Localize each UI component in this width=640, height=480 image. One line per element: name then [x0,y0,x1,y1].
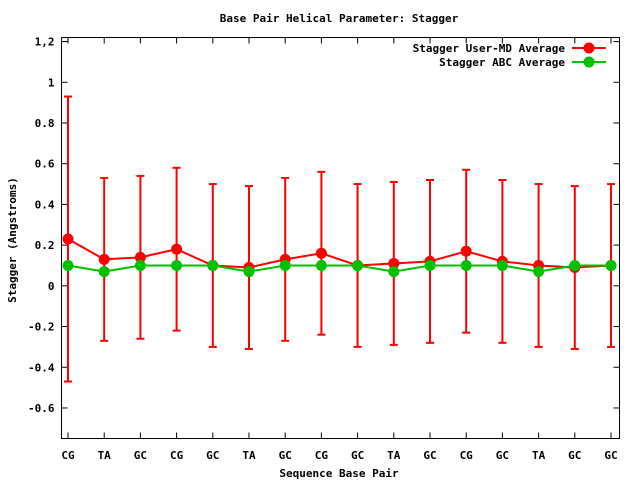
series-layer [62,95,617,383]
y-tick-label: 1,2 [35,36,55,49]
x-tick-label: GC [496,449,509,462]
x-axis-label: Sequence Base Pair [279,467,399,480]
x-tick-label: GC [423,449,436,462]
data-point [207,259,219,271]
x-tick-label: GC [279,449,292,462]
x-tick-label: GC [134,449,147,462]
y-axis-ticks: -0.6 -0.4 -0.2 0 0.2 0.4 0.6 0.8 1 1,2 [28,36,620,415]
x-tick-label: CG [61,449,75,462]
y-axis-label: Stagger (Angstroms) [6,177,19,303]
data-point [569,259,581,271]
data-point [62,259,74,271]
x-tick-label: GC [568,449,581,462]
data-point [315,247,327,259]
legend-marker [583,56,595,68]
series-line [67,264,611,273]
data-point [171,243,183,255]
data-point [171,259,183,271]
y-tick-label: 1 [48,76,55,89]
data-point [98,253,110,265]
y-tick-label: 0.8 [35,117,55,130]
legend-label: Stagger ABC Average [439,56,565,69]
data-point [279,259,291,271]
y-tick-label: -0.4 [28,361,55,374]
chart-title: Base Pair Helical Parameter: Stagger [220,12,459,25]
plot-frame [61,37,620,439]
data-point [134,251,146,263]
x-tick-label: CG [460,449,474,462]
x-axis-ticks: CG TA GC CG GC TA GC CG GC TA GC CG GC TA GC GC [61,37,618,462]
x-tick-label: GC [604,449,617,462]
x-tick-label: TA [387,449,401,462]
data-point [315,259,327,271]
data-point [460,245,472,257]
legend-marker [583,42,595,54]
x-tick-label: TA [532,449,546,462]
data-point [605,259,617,271]
y-tick-label: -0.6 [28,402,55,415]
y-tick-label: 0.6 [35,158,55,171]
y-tick-label: -0.2 [28,321,55,334]
error-bars-series-0 [64,95,615,383]
data-point [424,259,436,271]
series-line [67,238,612,269]
x-tick-label: GC [351,449,364,462]
y-tick-label: 0.2 [35,239,55,252]
data-point [98,266,110,278]
data-point [134,259,146,271]
data-point [460,259,472,271]
x-tick-label: TA [98,449,112,462]
y-tick-label: 0 [48,280,55,293]
x-tick-label: GC [206,449,219,462]
data-point [388,257,400,269]
data-point [496,259,508,271]
x-tick-label: CG [315,449,329,462]
series-1 [62,259,617,278]
y-tick-label: 0.4 [35,198,55,211]
legend-label: Stagger User-MD Average [413,42,566,55]
data-point [533,266,545,278]
data-point [352,259,364,271]
x-tick-label: TA [242,449,256,462]
x-tick-label: CG [170,449,184,462]
data-point [62,233,74,245]
data-point [243,266,255,278]
data-point [388,266,400,278]
